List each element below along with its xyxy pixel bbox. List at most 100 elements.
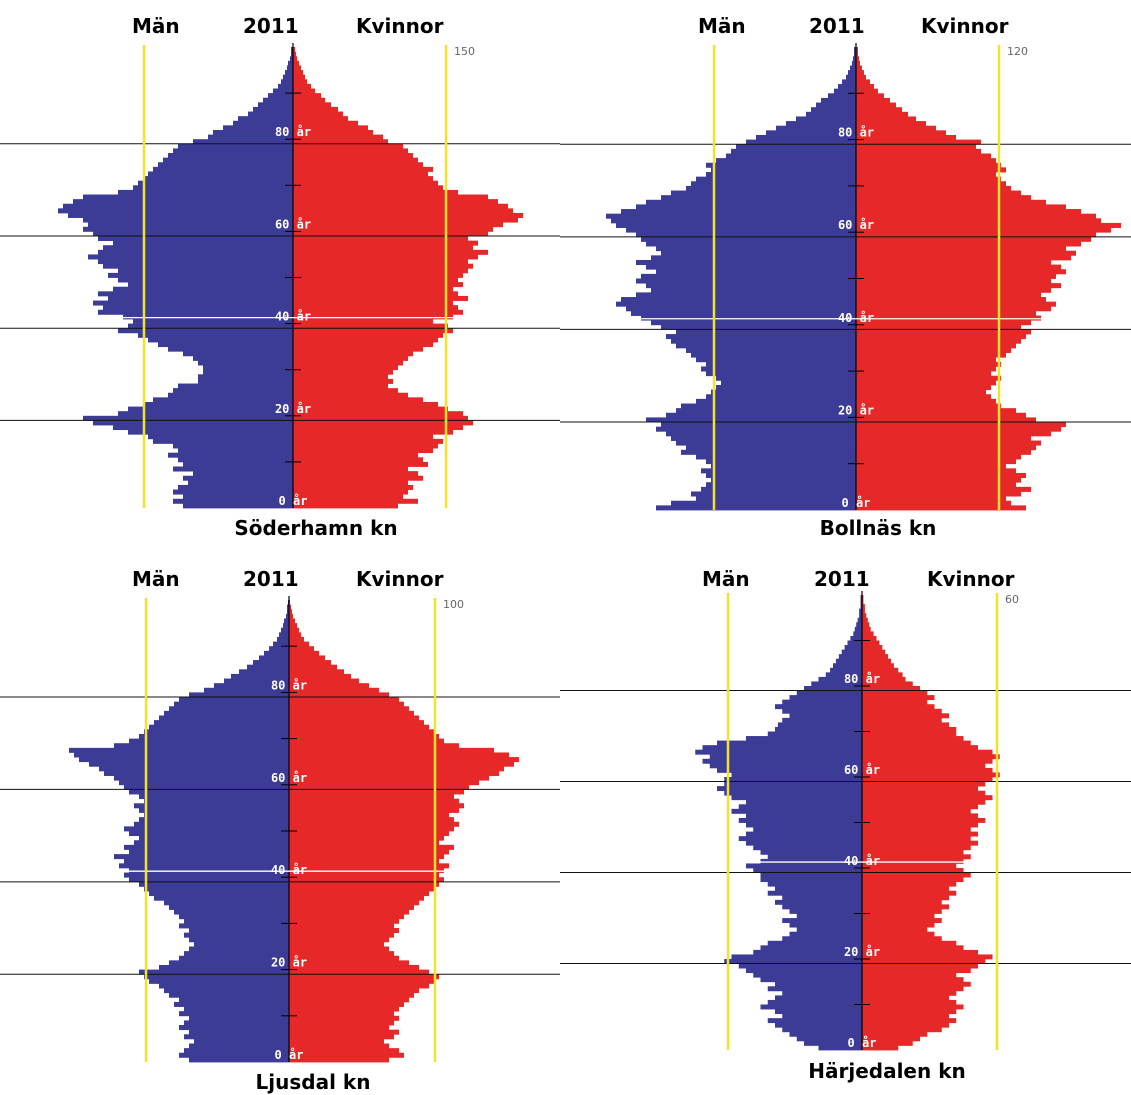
bar-men <box>696 398 856 404</box>
bar-women <box>862 959 986 964</box>
bar-men <box>287 604 289 610</box>
bar-women <box>293 378 393 384</box>
bar-women <box>289 867 444 873</box>
bar-men <box>853 56 856 62</box>
bar-men <box>636 292 856 298</box>
age-label: 60 år <box>844 763 880 777</box>
bar-men <box>118 411 293 417</box>
bar-women <box>856 65 862 71</box>
bar-women <box>289 951 394 957</box>
bar-men <box>154 895 289 901</box>
bar-men <box>746 831 862 837</box>
bar-women <box>862 908 942 914</box>
bar-men <box>775 1022 862 1028</box>
bar-women <box>862 790 986 796</box>
bar-women <box>289 798 459 804</box>
bar-men <box>641 236 856 242</box>
bar-men <box>766 130 856 136</box>
bar-men <box>179 914 289 920</box>
bar-women <box>289 1029 399 1035</box>
bar-women <box>862 954 993 960</box>
bar-women <box>289 770 499 776</box>
bar-women <box>289 1015 399 1021</box>
bar-men <box>753 972 862 978</box>
bar-men <box>179 997 289 1003</box>
bar-women <box>862 749 993 755</box>
bar-women <box>289 923 394 929</box>
bar-women <box>289 609 292 615</box>
bar-men <box>746 736 862 741</box>
bar-men <box>189 1043 289 1049</box>
bar-men <box>183 461 293 467</box>
bar-men <box>711 389 856 395</box>
bar-women <box>293 157 418 163</box>
bar-women <box>862 1036 920 1042</box>
bar-women <box>862 676 906 682</box>
bar-women <box>862 758 993 764</box>
bar-men <box>746 799 862 805</box>
bar-women <box>862 836 971 842</box>
bar-women <box>862 649 886 655</box>
bar-men <box>173 148 293 154</box>
bar-women <box>293 240 478 246</box>
bar-men <box>58 208 293 214</box>
bar-women <box>293 461 428 467</box>
bar-women <box>293 254 478 260</box>
bar-men <box>716 384 856 391</box>
bar-men <box>838 84 856 90</box>
bar-women <box>856 491 1021 497</box>
bar-women <box>856 500 1011 506</box>
bar-women <box>293 295 468 301</box>
bar-women <box>862 777 993 782</box>
bar-women <box>856 51 858 57</box>
bar-women <box>289 812 449 818</box>
bar-men <box>178 383 293 389</box>
bar-women <box>293 180 438 186</box>
scale-label: 60 <box>1005 593 1019 606</box>
bar-women <box>856 417 1036 423</box>
bar-men <box>99 766 289 772</box>
bar-men <box>144 729 289 735</box>
bar-women <box>293 162 423 168</box>
bar-men <box>124 858 289 864</box>
bar-women <box>862 827 971 832</box>
bar-men <box>129 831 289 837</box>
bar-women <box>856 264 1061 270</box>
bar-men <box>834 88 856 94</box>
bar-men <box>736 144 856 150</box>
bar-men <box>646 417 856 423</box>
bar-women <box>856 241 1081 247</box>
bar-men <box>224 678 289 684</box>
bar-men <box>124 872 289 878</box>
bar-women <box>856 398 996 404</box>
bar-women <box>293 148 408 154</box>
bar-men <box>287 65 293 71</box>
bar-men <box>636 259 856 266</box>
bar-men <box>179 697 289 703</box>
bar-men <box>661 324 856 330</box>
bar-men <box>796 913 862 919</box>
bar-women <box>293 323 448 329</box>
bar-men <box>656 246 856 252</box>
bar-women <box>289 636 304 642</box>
bar-men <box>253 106 293 112</box>
bar-men <box>118 189 293 195</box>
bar-women <box>289 803 464 809</box>
bar-men <box>656 505 856 511</box>
bar-women <box>856 394 991 400</box>
bar-men <box>656 269 856 275</box>
bar-men <box>646 199 856 205</box>
bar-women <box>856 195 1031 201</box>
bar-women <box>856 255 1071 261</box>
bar-men <box>782 1027 862 1033</box>
bar-women <box>289 817 454 823</box>
bar-women <box>862 999 957 1005</box>
bar-women <box>862 708 942 714</box>
bar-women <box>856 482 1016 488</box>
bar-women <box>856 375 1001 381</box>
bar-women <box>862 672 903 678</box>
bar-women <box>289 983 429 989</box>
bar-men <box>285 70 293 76</box>
bar-men <box>129 877 289 883</box>
bar-men <box>144 812 289 818</box>
